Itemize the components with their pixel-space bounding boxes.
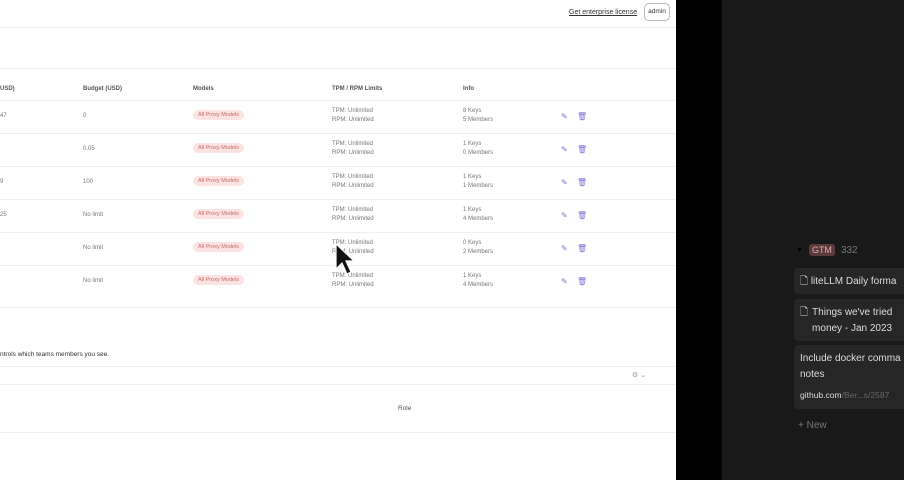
edit-icon[interactable]: ✎ bbox=[561, 244, 568, 253]
divider bbox=[0, 307, 676, 308]
user-menu-button[interactable]: admin bbox=[644, 3, 670, 21]
divider bbox=[0, 68, 676, 69]
tpm-limit: TPM: Unlimited bbox=[332, 240, 374, 246]
edit-icon[interactable]: ✎ bbox=[561, 211, 568, 220]
collapse-triangle-icon[interactable]: ▼ bbox=[796, 246, 803, 254]
table-row[interactable]: 25 No limit All Proxy Models TPM: Unlimi… bbox=[0, 199, 676, 232]
budget-cell: 0 bbox=[83, 113, 87, 119]
page-icon: 🗋 bbox=[800, 276, 809, 287]
trash-icon[interactable]: 🗑 bbox=[577, 277, 588, 286]
board-card[interactable]: 🗋 Things we've tried money - Jan 2023 bbox=[794, 299, 904, 341]
tpm-limit: TPM: Unlimited bbox=[332, 273, 374, 279]
budget-cell: No limit bbox=[83, 245, 104, 251]
models-badge: All Proxy Models bbox=[193, 110, 244, 120]
budget-cell: 100 bbox=[83, 179, 94, 185]
rpm-limit: RPM: Unlimited bbox=[332, 249, 374, 255]
col-info[interactable]: Info bbox=[463, 86, 474, 92]
budget-cell: No limit bbox=[83, 212, 104, 218]
card-title: liteLLM Daily forma bbox=[810, 276, 897, 287]
trash-icon[interactable]: 🗑 bbox=[577, 178, 588, 187]
keys-count: 1 Keys bbox=[463, 141, 482, 147]
models-badge: All Proxy Models bbox=[193, 209, 244, 219]
card-link-host[interactable]: github.com bbox=[800, 390, 842, 400]
rpm-limit: RPM: Unlimited bbox=[332, 117, 374, 123]
card-title: Things we've tried money - Jan 2023 bbox=[812, 307, 893, 334]
board-card[interactable]: Include docker comma notes github.com/Be… bbox=[794, 345, 904, 409]
rpm-limit: RPM: Unlimited bbox=[332, 282, 374, 288]
tpm-limit: TPM: Unlimited bbox=[332, 174, 374, 180]
budget-cell: No limit bbox=[83, 278, 104, 284]
keys-count: 0 Keys bbox=[463, 240, 482, 246]
edit-icon[interactable]: ✎ bbox=[561, 178, 568, 187]
table-row[interactable]: 47 0 All Proxy Models TPM: Unlimited RPM… bbox=[0, 100, 676, 133]
divider bbox=[0, 384, 676, 385]
rpm-limit: RPM: Unlimited bbox=[332, 183, 374, 189]
members-note: ntrols which teams members you see. bbox=[0, 351, 110, 358]
group-count: 332 bbox=[840, 244, 858, 256]
models-badge: All Proxy Models bbox=[193, 242, 244, 252]
members-count: 0 Members bbox=[463, 150, 494, 156]
table-row[interactable]: 0.05 All Proxy Models TPM: Unlimited RPM… bbox=[0, 133, 676, 166]
top-bar: Get enterprise license admin bbox=[0, 0, 676, 28]
keys-count: 1 Keys bbox=[463, 174, 482, 180]
trash-icon[interactable]: 🗑 bbox=[577, 112, 588, 121]
mouse-cursor-icon bbox=[335, 243, 355, 275]
col-limits[interactable]: TPM / RPM Limits bbox=[332, 86, 383, 92]
group-header[interactable]: ▼ GTM 332 bbox=[796, 244, 858, 256]
members-count: 4 Members bbox=[463, 282, 494, 288]
models-badge: All Proxy Models bbox=[193, 275, 244, 285]
spend-cell: 47 bbox=[0, 113, 7, 119]
edit-icon[interactable]: ✎ bbox=[561, 277, 568, 286]
keys-count: 8 Keys bbox=[463, 108, 482, 114]
members-count: 2 Members bbox=[463, 249, 494, 255]
tpm-limit: TPM: Unlimited bbox=[332, 108, 374, 114]
members-count: 1 Members bbox=[463, 183, 494, 189]
spend-cell: 9 bbox=[0, 179, 4, 185]
card-link-path[interactable]: /Ber...s/2587 bbox=[841, 390, 890, 400]
board-card[interactable]: 🗋 liteLLM Daily forma bbox=[794, 268, 904, 294]
edit-icon[interactable]: ✎ bbox=[561, 145, 568, 154]
spend-cell: 25 bbox=[0, 212, 7, 218]
trash-icon[interactable]: 🗑 bbox=[577, 145, 588, 154]
group-tag: GTM bbox=[808, 244, 835, 256]
rpm-limit: RPM: Unlimited bbox=[332, 150, 374, 156]
table-row[interactable]: No limit All Proxy Models TPM: Unlimited… bbox=[0, 232, 676, 265]
rpm-limit: RPM: Unlimited bbox=[332, 216, 374, 222]
members-count: 5 Members bbox=[463, 117, 494, 123]
col-models[interactable]: Models bbox=[193, 86, 214, 92]
settings-gear-icon[interactable]: ⚙ ⌄ bbox=[632, 372, 647, 379]
keys-count: 1 Keys bbox=[463, 207, 482, 213]
keys-count: 1 Keys bbox=[463, 273, 482, 279]
divider bbox=[0, 366, 676, 367]
members-count: 4 Members bbox=[463, 216, 494, 222]
card-title: Include docker comma notes bbox=[800, 353, 901, 380]
tpm-limit: TPM: Unlimited bbox=[332, 141, 374, 147]
litellm-admin-panel: Get enterprise license admin USD) Budget… bbox=[0, 0, 676, 433]
budget-cell: 0.05 bbox=[83, 146, 95, 152]
models-badge: All Proxy Models bbox=[193, 176, 244, 186]
trash-icon[interactable]: 🗑 bbox=[577, 244, 588, 253]
col-spend[interactable]: USD) bbox=[0, 86, 15, 92]
enterprise-license-link[interactable]: Get enterprise license bbox=[569, 9, 638, 16]
col-budget[interactable]: Budget (USD) bbox=[83, 86, 122, 92]
edit-icon[interactable]: ✎ bbox=[561, 112, 568, 121]
models-badge: All Proxy Models bbox=[193, 143, 244, 153]
divider bbox=[0, 432, 676, 433]
window-gap bbox=[676, 0, 722, 480]
col-role: Role bbox=[398, 405, 412, 412]
table-row[interactable]: 9 100 All Proxy Models TPM: Unlimited RP… bbox=[0, 166, 676, 199]
new-card-button[interactable]: + New bbox=[798, 420, 827, 431]
page-icon: 🗋 bbox=[800, 307, 809, 318]
tpm-limit: TPM: Unlimited bbox=[332, 207, 374, 213]
trash-icon[interactable]: 🗑 bbox=[577, 211, 588, 220]
